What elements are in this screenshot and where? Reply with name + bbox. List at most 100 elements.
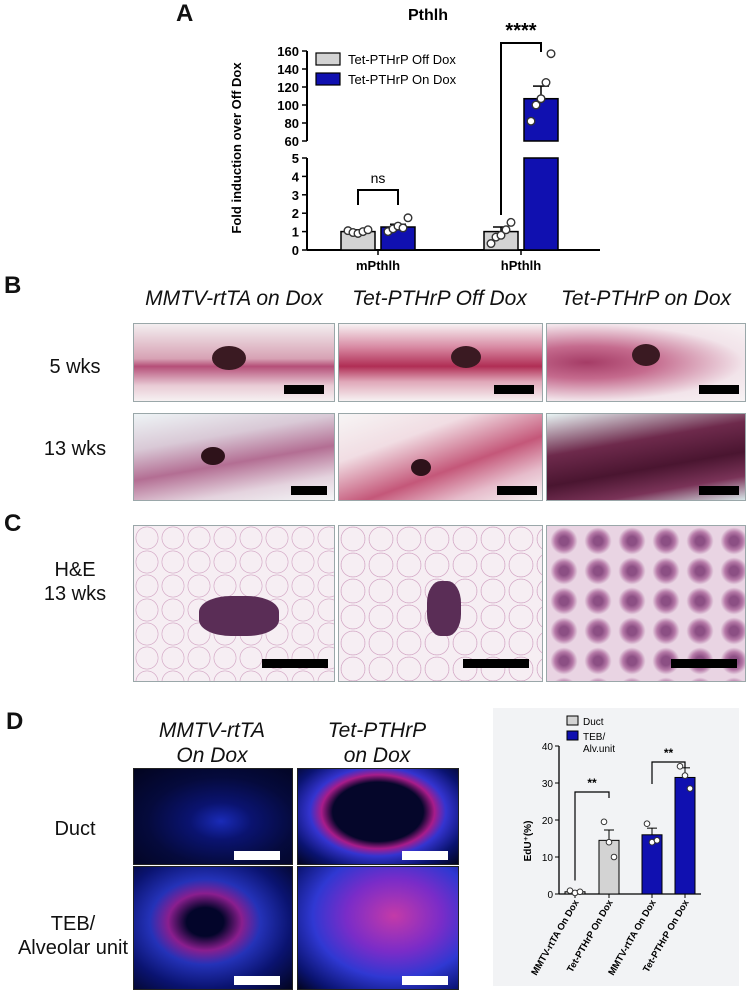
chart-a-ylabel: Fold induction over Off Dox bbox=[229, 62, 244, 234]
scale-bar bbox=[699, 385, 739, 394]
panel-d-row-teb-line-2: Alveolar unit bbox=[17, 937, 129, 959]
wholemount-mmtv-13wks bbox=[133, 413, 335, 501]
legend-label: Tet-PTHrP On Dox bbox=[348, 72, 457, 87]
panel-label-c: C bbox=[4, 510, 22, 537]
he-section-tet-off bbox=[338, 525, 543, 682]
legend-label: Duct bbox=[583, 717, 604, 728]
wholemount-tet-on-13wks bbox=[546, 413, 746, 501]
y-tick-label: 80 bbox=[285, 116, 299, 131]
chart-a-title: Pthlh bbox=[408, 7, 448, 24]
scale-bar bbox=[234, 976, 280, 985]
wholemount-mmtv-5wks bbox=[133, 323, 335, 402]
data-point bbox=[686, 785, 694, 792]
significance-bracket-ns bbox=[357, 189, 399, 205]
annotation-stars: ** bbox=[664, 746, 674, 760]
wholemount-tet-on-5wks bbox=[546, 323, 746, 402]
data-point bbox=[363, 225, 373, 235]
data-point bbox=[398, 223, 408, 233]
panel-d-row-teb-line-1: TEB/ bbox=[50, 913, 96, 935]
data-point bbox=[501, 225, 511, 235]
legend-swatch bbox=[315, 72, 341, 86]
y-tick-label: 40 bbox=[542, 742, 554, 753]
lymph-node bbox=[411, 459, 431, 476]
annotation-stars: ** bbox=[587, 776, 597, 790]
panel-d-row-teb: TEB/ Alveolar unit bbox=[14, 912, 132, 960]
y-tick-label: 60 bbox=[285, 134, 299, 149]
significance-bracket bbox=[651, 761, 686, 784]
legend-label: Tet-PTHrP Off Dox bbox=[348, 52, 456, 67]
x-category-label: hPthlh bbox=[501, 258, 541, 273]
data-point bbox=[676, 763, 684, 770]
lymph-node bbox=[201, 447, 225, 465]
data-point bbox=[506, 217, 516, 227]
panel-label-d: D bbox=[6, 708, 24, 735]
data-point bbox=[546, 49, 556, 59]
panel-label-a: A bbox=[176, 0, 194, 27]
duct-structure bbox=[199, 596, 279, 636]
scale-bar bbox=[284, 385, 324, 394]
legend-label: TEB/Alv.unit bbox=[583, 732, 615, 755]
y-tick-label: 0 bbox=[547, 890, 553, 901]
scale-bar bbox=[671, 659, 737, 668]
chart-d-ylabel: EdU⁺(%) bbox=[523, 821, 534, 862]
scale-bar bbox=[262, 659, 328, 668]
wholemount-tet-off-5wks bbox=[338, 323, 543, 402]
panel-d-column-2-line-2: on Dox bbox=[343, 744, 411, 767]
data-point bbox=[610, 853, 618, 861]
panel-b-row-13wks: 13 wks bbox=[43, 438, 107, 460]
panel-d-column-1: MMTV-rtTA On Dox bbox=[133, 718, 291, 768]
y-tick-label: 5 bbox=[292, 151, 299, 166]
panel-c-row-label-1: H&E bbox=[54, 559, 96, 581]
scale-bar bbox=[234, 851, 280, 860]
lymph-node bbox=[212, 346, 246, 370]
data-point bbox=[536, 94, 546, 104]
he-section-tet-on bbox=[546, 525, 746, 682]
scale-bar bbox=[494, 385, 534, 394]
legend-label-line: Alv.unit bbox=[583, 744, 615, 755]
panel-b-row-5wks: 5 wks bbox=[49, 356, 101, 378]
bar bbox=[598, 839, 620, 895]
data-point bbox=[486, 239, 496, 249]
edu-image-mmtv-duct bbox=[133, 768, 293, 865]
data-point bbox=[600, 818, 608, 826]
data-point bbox=[653, 837, 661, 844]
lymph-node bbox=[632, 344, 660, 366]
y-tick-label: 30 bbox=[542, 779, 554, 790]
data-point bbox=[643, 820, 651, 827]
scale-bar bbox=[463, 659, 529, 668]
y-tick-label: 140 bbox=[277, 62, 299, 77]
legend-swatch bbox=[566, 715, 579, 726]
panel-c-row-label-2: 13 wks bbox=[43, 583, 107, 605]
data-point bbox=[496, 230, 506, 240]
y-tick-label: 120 bbox=[277, 80, 299, 95]
panel-d-column-2-line-1: Tet-PTHrP bbox=[327, 719, 427, 742]
panel-label-b: B bbox=[4, 272, 22, 299]
y-tick-label: 10 bbox=[542, 853, 554, 864]
edu-image-mmtv-teb bbox=[133, 866, 293, 990]
y-tick-label: 20 bbox=[542, 816, 554, 827]
data-point bbox=[576, 888, 584, 896]
legend-label-line: TEB/ bbox=[583, 732, 605, 743]
y-tick-label: 1 bbox=[292, 225, 299, 240]
legend-swatch bbox=[566, 730, 579, 741]
data-point bbox=[403, 213, 413, 223]
scale-bar bbox=[402, 976, 448, 985]
scale-bar bbox=[699, 486, 739, 495]
data-point bbox=[541, 77, 551, 87]
y-tick-label: 0 bbox=[292, 243, 299, 258]
scale-bar bbox=[497, 486, 537, 495]
x-category-label: mPthlh bbox=[356, 258, 400, 273]
data-point bbox=[681, 772, 689, 779]
data-point bbox=[526, 116, 536, 126]
scale-bar bbox=[402, 851, 448, 860]
duct-structure bbox=[427, 581, 461, 636]
panel-d-row-duct: Duct bbox=[54, 818, 96, 840]
data-point bbox=[531, 100, 541, 110]
significance-bracket bbox=[574, 791, 610, 881]
he-section-mmtv bbox=[133, 525, 335, 682]
scale-bar bbox=[291, 486, 327, 495]
annotation-ns: ns bbox=[371, 170, 386, 186]
y-tick-label: 160 bbox=[277, 44, 299, 59]
y-tick-label: 3 bbox=[292, 188, 299, 203]
